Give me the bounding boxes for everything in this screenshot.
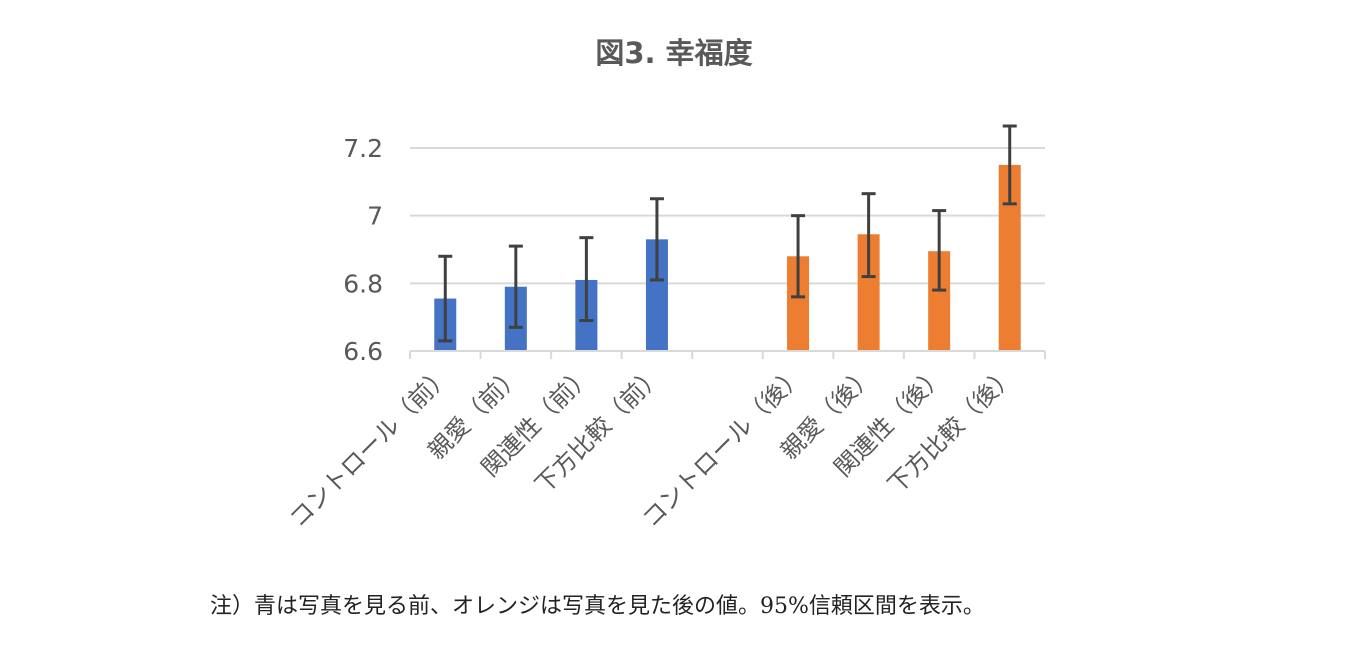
error-bar: [861, 192, 876, 279]
bar: [998, 164, 1021, 351]
bar: [928, 251, 951, 351]
y-tick-label: 7: [367, 202, 383, 231]
x-tick-label: 下方比較（後）: [882, 360, 1021, 499]
error-bar: [649, 197, 664, 282]
bar: [787, 256, 810, 351]
error-bar: [579, 236, 594, 323]
chart-note: 注）青は写真を見る前、オレンジは写真を見た後の値。95%信頼区間を表示。: [210, 594, 985, 619]
y-tick-label: 6.6: [343, 337, 383, 366]
bars: [434, 164, 1021, 351]
error-bar: [508, 244, 523, 329]
bar: [857, 234, 880, 351]
chart-title: 図3. 幸福度: [595, 36, 753, 70]
y-tick-label: 6.8: [343, 269, 383, 298]
error-bar: [438, 254, 453, 343]
bar: [645, 239, 668, 351]
error-bar: [1002, 124, 1017, 206]
error-bars: [438, 124, 1017, 343]
x-ticks: [409, 351, 1046, 359]
error-bar: [791, 214, 806, 299]
x-tick-label: 下方比較（前）: [530, 360, 669, 499]
error-bar: [932, 209, 947, 292]
y-tick-labels: 6.6 6.8 7 7.2: [343, 134, 383, 366]
x-tick-labels: コントロール（前）親愛（前）関連性（前）下方比較（前）コントロール（後）親愛（後…: [284, 360, 1021, 533]
y-tick-label: 7.2: [343, 134, 383, 163]
